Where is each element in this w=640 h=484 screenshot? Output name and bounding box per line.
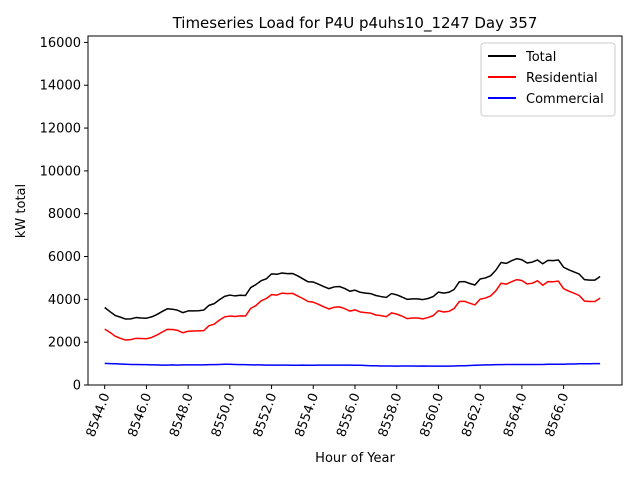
series-line-residential xyxy=(104,278,601,341)
series-layer xyxy=(104,257,601,367)
legend: Total Residential Commercial xyxy=(480,42,616,117)
series-line-commercial xyxy=(104,362,601,367)
y-tick-label: 8000 xyxy=(48,207,81,222)
chart-title: Timeseries Load for P4U p4uhs10_1247 Day… xyxy=(172,14,538,33)
y-tick-label: 0 xyxy=(73,379,81,394)
y-tick-label: 6000 xyxy=(48,250,81,265)
y-tick-label: 16000 xyxy=(40,36,81,51)
y-tick-label: 12000 xyxy=(40,122,81,137)
y-tick-label: 2000 xyxy=(48,336,81,351)
y-axis-label: kW total xyxy=(14,184,29,238)
legend-label-commercial: Commercial xyxy=(526,92,604,107)
y-axis-ticks: 0 2000 4000 6000 8000 10000 12000 14000 16000 xyxy=(40,36,88,394)
legend-label-residential: Residential xyxy=(526,71,598,86)
y-tick-label: 4000 xyxy=(48,293,81,308)
y-tick-label: 10000 xyxy=(40,164,81,179)
legend-label-total: Total xyxy=(525,50,556,65)
y-tick-label: 14000 xyxy=(40,79,81,94)
x-axis-label: Hour of Year xyxy=(315,451,395,466)
series-line-total xyxy=(104,257,601,320)
